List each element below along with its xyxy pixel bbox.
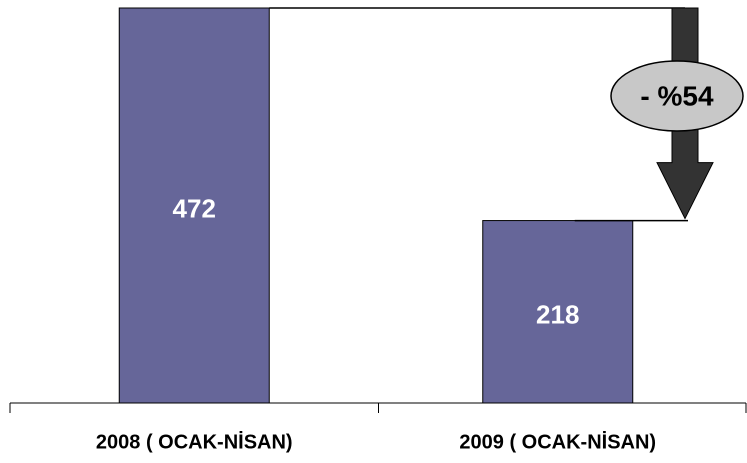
value-label: 472 [173, 193, 216, 223]
annotation-bubble [610, 60, 744, 132]
value-label: 218 [536, 300, 579, 330]
bar [118, 7, 270, 404]
annotation: - %54 [640, 80, 714, 111]
x-tick-label: 2008 ( OCAK-NİSAN) [96, 430, 293, 453]
bar [482, 220, 634, 404]
x-tick-label: 2009 ( OCAK-NİSAN) [459, 430, 656, 453]
